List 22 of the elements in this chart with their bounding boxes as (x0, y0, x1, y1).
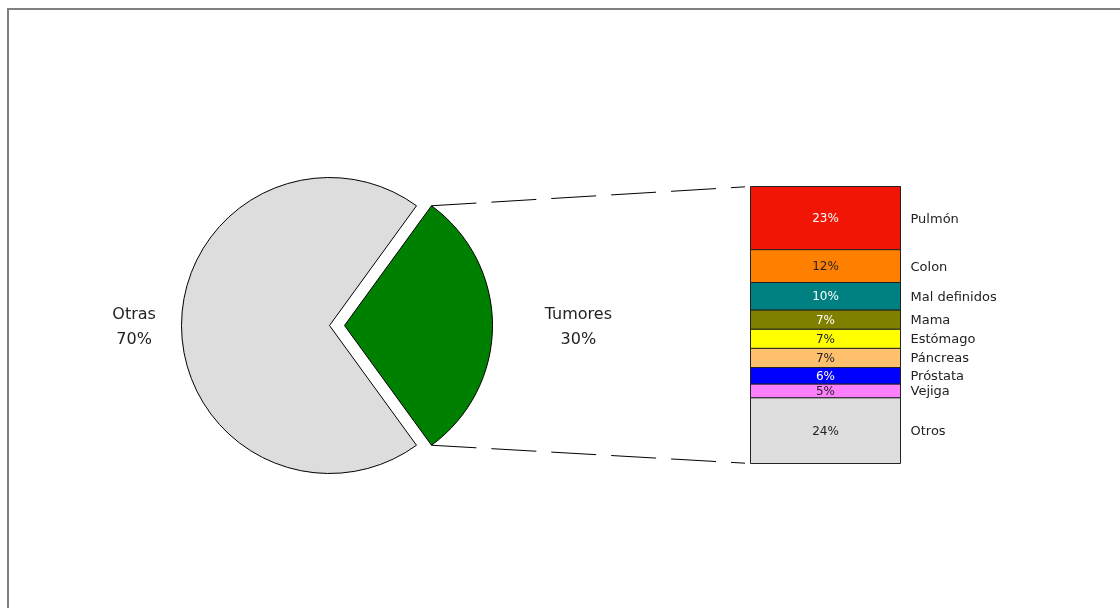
series-label: Pulmón (910, 210, 959, 226)
series-label: Otros (910, 423, 946, 439)
data-label: 24% (812, 423, 839, 438)
data-label: 7% (815, 350, 836, 365)
data-label: 5% (815, 383, 836, 398)
data-label: 70% (116, 329, 152, 348)
series-label: Estómago (910, 331, 976, 347)
data-label: 30% (560, 329, 597, 348)
slice-label: Otras (112, 304, 156, 323)
series-label: Páncreas (910, 350, 970, 366)
data-label: 6% (815, 368, 836, 383)
series-label: Mama (910, 312, 951, 328)
series-label: Mal definidos (910, 288, 997, 304)
series-label: Colon (910, 258, 948, 274)
series-label: Vejiga (910, 383, 950, 399)
data-label: 23% (812, 211, 839, 226)
data-label: 7% (815, 312, 836, 327)
data-label: 7% (815, 331, 836, 346)
data-label: 10% (812, 289, 839, 304)
slice-label: Tumores (543, 304, 612, 323)
data-label: 12% (812, 259, 839, 274)
series-label: Próstata (910, 368, 965, 384)
